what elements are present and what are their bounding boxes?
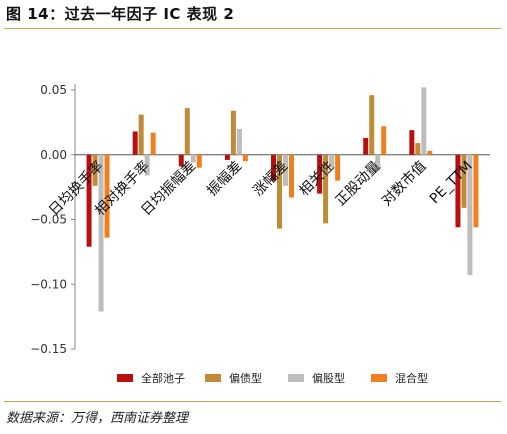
bar-全部池子-对数市值: [409, 130, 415, 155]
bar-全部池子-正股动量: [363, 137, 369, 155]
bottom-rule: [4, 401, 501, 402]
bar-偏股型-相对换手率: [144, 154, 150, 176]
legend-swatch: [288, 374, 304, 382]
bar-偏债型-对数市值: [415, 143, 421, 155]
ic-bar-chart: 0.05 0.00 −0.05 −0.10 −0.15 日均换手率相对换手率日均振幅差振…: [30, 83, 490, 385]
bar-偏股型-日均换手率: [98, 154, 104, 312]
bar-混合型-正股动量: [381, 126, 387, 155]
bar-混合型-日均换手率: [104, 154, 110, 238]
category-label: 相关性: [296, 158, 337, 199]
bar-偏债型-相关性: [323, 154, 329, 224]
bar-混合型-PE_TTM: [473, 154, 479, 228]
y-tick-label: −0.05: [30, 213, 67, 227]
legend-label: 全部池子: [141, 371, 185, 385]
source-note: 数据来源：万得，西南证券整理: [6, 411, 189, 426]
bar-偏股型-正股动量: [375, 154, 381, 171]
y-tick-label: −0.15: [30, 342, 67, 356]
bar-混合型-相关性: [335, 154, 341, 181]
y-tick-label: 0.00: [40, 148, 67, 162]
bar-混合型-涨幅差: [289, 154, 294, 198]
bar-偏债型-正股动量: [369, 95, 375, 155]
bar-偏债型-涨幅差: [277, 154, 282, 229]
bar-偏股型-相关性: [329, 154, 335, 168]
bar-偏债型-PE_TTM: [461, 154, 467, 208]
bar-全部池子-日均振幅差: [178, 154, 184, 167]
bar-偏股型-PE_TTM: [467, 154, 473, 276]
bar-混合型-振幅差: [242, 154, 248, 162]
bar-全部池子-涨幅差: [271, 154, 276, 181]
legend-label: 偏股型: [312, 371, 345, 385]
bar-全部池子-PE_TTM: [455, 154, 461, 228]
bar-全部池子-日均换手率: [86, 154, 92, 247]
legend-item: 全部池子: [117, 371, 185, 385]
bar-全部池子-相关性: [317, 154, 323, 194]
legend-swatch: [205, 374, 221, 382]
category-label: 对数市值: [378, 158, 430, 210]
legend: 全部池子 偏债型 偏股型 混合型: [117, 371, 428, 385]
legend-item: 偏股型: [288, 371, 345, 385]
bar-混合型-对数市值: [427, 150, 433, 155]
legend-item: 偏债型: [205, 371, 262, 385]
legend-item: 混合型: [371, 371, 428, 385]
bar-全部池子-相对换手率: [132, 131, 138, 155]
bar-混合型-相对换手率: [150, 132, 156, 155]
legend-swatch: [117, 374, 133, 382]
y-tick-label: 0.05: [40, 83, 67, 97]
bar-偏股型-日均振幅差: [190, 154, 196, 163]
bar-偏债型-日均换手率: [92, 154, 98, 186]
legend-swatch: [371, 374, 387, 382]
top-rule: [4, 28, 501, 29]
figure-title: 图 14：过去一年因子 IC 表现 2: [6, 5, 235, 23]
category-label: 振幅差: [204, 158, 245, 199]
bar-偏债型-日均振幅差: [184, 108, 190, 155]
bar-偏债型-振幅差: [230, 110, 236, 155]
y-tick-label: −0.10: [30, 277, 67, 291]
axis-layer: 0.05 0.00 −0.05 −0.10 −0.15: [30, 83, 490, 356]
bar-全部池子-振幅差: [224, 154, 230, 160]
bar-偏股型-振幅差: [236, 128, 242, 155]
legend-label: 偏债型: [229, 371, 262, 385]
bar-偏股型-涨幅差: [283, 154, 288, 186]
bar-偏股型-对数市值: [421, 87, 427, 155]
legend-label: 混合型: [395, 371, 428, 385]
bar-混合型-日均振幅差: [196, 154, 202, 168]
bar-layer: [86, 87, 479, 312]
category-label: 正股动量: [333, 158, 384, 209]
bar-偏债型-相对换手率: [138, 114, 144, 155]
